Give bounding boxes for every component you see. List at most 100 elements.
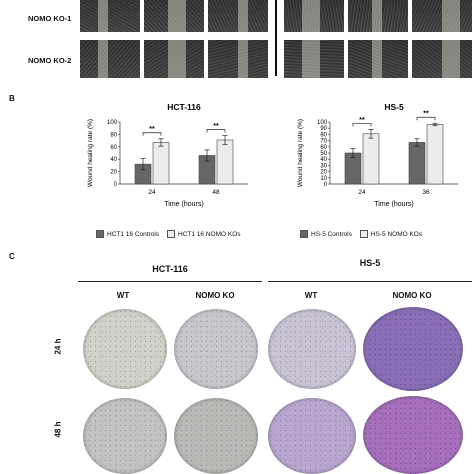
significance-bracket [206,129,226,133]
wound-gap [238,40,248,78]
well-image [174,309,258,389]
micrograph [348,0,408,32]
well-image [363,396,463,474]
significance-label: ** [149,126,155,133]
significance-bracket [142,132,162,136]
wound-gap [98,0,108,32]
chart-title: HCT-116 [167,102,201,112]
y-axis-label: Wound healing rate (%) [297,119,304,187]
micrograph [412,40,472,78]
significance-label: ** [213,123,219,130]
cell-speckle [268,309,356,389]
y-tick-label: 100 [317,120,328,126]
row-label-24h: 24 h [53,338,63,355]
micrograph [144,40,204,78]
y-tick-label: 40 [110,157,117,163]
legend-hct116: HCT1 16 Controls HCT1 16 NOMO KOs [96,230,241,238]
micrograph [144,0,204,32]
micrograph [348,40,408,78]
cell-speckle [174,398,258,474]
y-tick-label: 60 [110,145,117,151]
significance-bracket [416,116,436,121]
legend-label-controls: HCT1 16 Controls [107,230,160,238]
legend-swatch-nomo-kos [359,230,368,238]
wound-gap [168,40,186,78]
well-image [268,309,356,389]
chart-hs5: HS-5 Wound healing rate (%) 01020304050607… [297,102,458,208]
wound-gap [238,0,248,32]
group-title-hct116: HCT-116 [152,264,188,274]
wound-gap [442,40,460,78]
micrograph [80,40,140,78]
chart-hct116: HCT-116 Wound healing rate (%) 0 20 40 60 80 10… [87,102,248,208]
x-tick-label: 24 [358,189,366,196]
cell-speckle [363,396,463,474]
wound-gap [372,40,382,78]
legend-label-nomo-kos: HCT1 16 NOMO KOs [178,230,241,238]
y-tick-label: 80 [110,132,117,138]
x-tick-label: 48 [212,189,220,196]
micrograph [284,0,344,32]
y-tick-label: 50 [320,151,327,157]
col-title-nomo-ko: NOMO KO [392,291,432,300]
wound-gap [302,40,320,78]
cell-speckle [174,309,258,389]
chart-title: HS-5 [384,102,404,112]
x-tick-label: 24 [148,189,156,196]
well-image [363,307,463,391]
y-tick-label: 30 [320,163,327,169]
y-tick-label: 60 [320,145,327,151]
well-image [83,309,167,389]
legend-hs5: HS-5 Controls HS-5 NOMO KOs [300,230,422,238]
row-label-48h: 48 h [53,421,63,438]
significance-bracket [352,123,372,127]
col-title-nomo-ko: NOMO KO [195,291,235,300]
wound-gap [168,0,186,32]
row-label-nomo-ko-2: NOMO KO-2 [28,56,72,65]
micrograph [80,0,140,32]
bar [362,133,380,185]
col-title-wt: WT [116,291,130,300]
y-tick-label: 20 [320,170,327,176]
x-axis-label: Time (hours) [164,201,203,208]
legend-label-nomo-kos: HS-5 NOMO KOs [370,230,423,238]
y-axis-label: Wound healing rate (%) [87,119,94,187]
panel-letter-c: C [9,252,15,261]
bar [216,139,234,185]
cell-speckle [268,398,356,474]
legend-label-controls: HS-5 Controls [311,230,352,238]
col-title-wt: WT [304,291,318,300]
well-image [83,398,167,474]
group-title-hs5: HS-5 [359,258,381,268]
x-tick-label: 36 [422,189,430,196]
well-image [268,398,356,474]
wound-gap [302,0,320,32]
y-tick-label: 20 [110,170,117,176]
micrograph [208,0,268,32]
micrograph [412,0,472,32]
x-axis-label: Time (hours) [374,201,413,208]
panel-letter-b: B [9,94,15,103]
group-underline [268,281,472,282]
significance-label: ** [423,111,429,118]
bar [152,142,170,185]
row-label-nomo-ko-1: NOMO KO-1 [28,14,72,23]
group-underline [78,281,262,282]
cell-speckle [363,307,463,391]
bar [408,142,426,185]
y-tick-label: 90 [320,126,327,132]
bar [426,124,444,185]
panel-divider [275,0,277,76]
legend-swatch-nomo-kos [167,230,176,238]
y-tick-label: 70 [320,139,327,145]
well-image [174,398,258,474]
micrograph [284,40,344,78]
wound-gap [442,0,460,32]
cell-speckle [83,309,167,389]
legend-swatch-controls [96,230,104,238]
cell-speckle [83,398,167,474]
micrograph [208,40,268,78]
y-tick-label: 0 [324,182,328,188]
y-tick-label: 80 [320,132,327,138]
wound-gap [372,0,382,32]
